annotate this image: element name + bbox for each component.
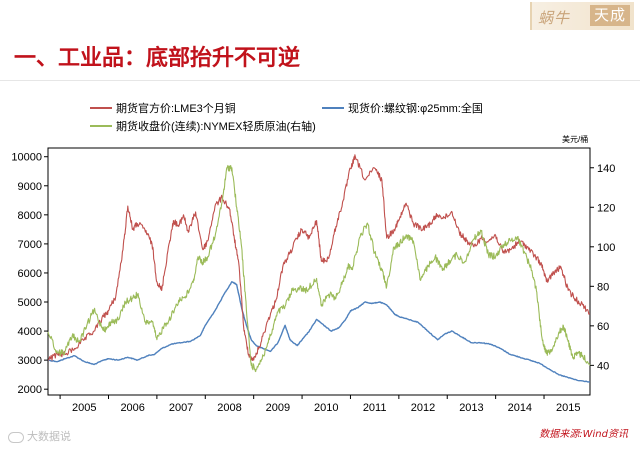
x-axis-tick-label: 2007 (169, 402, 193, 414)
brand-logo: 蜗牛 天成 (530, 2, 634, 30)
right-axis-tick-label: 120 (597, 202, 615, 214)
series-line-crude (47, 164, 591, 373)
left-axis-tick-label: 5000 (18, 297, 42, 309)
right-axis-unit: 美元/桶 (562, 134, 588, 144)
weibo-icon (8, 431, 24, 443)
logo-text: 蜗牛 (538, 9, 571, 27)
x-axis-tick-label: 2012 (411, 402, 435, 414)
left-axis-tick-label: 8000 (18, 210, 42, 222)
left-axis-tick-label: 9000 (18, 181, 42, 193)
x-axis-tick-label: 2010 (314, 402, 338, 414)
x-axis-tick-label: 2008 (217, 402, 241, 414)
legend-label-rebar: 现货价:螺纹钢:φ25mm:全国 (348, 101, 483, 115)
logo-brand: 天成 (590, 5, 631, 26)
x-axis-tick-label: 2013 (459, 402, 483, 414)
right-axis-tick-label: 100 (597, 242, 615, 254)
title-divider (0, 80, 640, 81)
x-axis-tick-label: 2006 (120, 402, 144, 414)
watermark-text: 大数据说 (27, 430, 71, 443)
watermark: 大数据说 (8, 428, 71, 444)
commodity-line-chart: 期货官方价:LME3个月铜 现货价:螺纹钢:φ25mm:全国期货收盘价(连续):N… (11, 101, 615, 414)
legend-label-copper: 期货官方价:LME3个月铜 (116, 101, 236, 115)
series-layer (47, 154, 591, 383)
x-axis-tick-label: 2005 (72, 402, 96, 414)
plot-area (47, 147, 591, 396)
series-line-rebar (47, 281, 591, 383)
chart-legend: 期货官方价:LME3个月铜 现货价:螺纹钢:φ25mm:全国期货收盘价(连续):N… (90, 101, 483, 133)
data-source: 数据来源:Wind资讯 (539, 429, 628, 440)
right-axis-tick-label: 80 (597, 281, 609, 293)
left-axis: 2000 3000 4000 5000 6000 7000 8000 9000 10000 (11, 152, 48, 396)
x-axis: 2005 2006 2007 2008 2009 2010 2011 2012 2013 2014… (59, 395, 580, 414)
left-axis-tick-label: 2000 (18, 384, 42, 396)
x-axis-tick-label: 2009 (266, 402, 290, 414)
left-axis-tick-label: 4000 (18, 326, 42, 338)
x-axis-tick-label: 2014 (508, 402, 532, 414)
series-line-copper (47, 154, 591, 361)
right-axis-tick-label: 60 (597, 321, 609, 333)
right-axis: 40 60 80 100 120 140 (590, 163, 615, 372)
left-axis-tick-label: 6000 (18, 268, 42, 280)
x-axis-tick-label: 2011 (363, 402, 387, 414)
left-axis-tick-label: 7000 (18, 239, 42, 251)
legend-label-crude: 期货收盘价(连续):NYMEX轻质原油(右轴) (116, 119, 316, 133)
x-axis-tick-label: 2015 (556, 402, 580, 414)
page-title: 一、工业品：底部抬升不可逆 (14, 46, 301, 71)
right-axis-tick-label: 40 (597, 360, 609, 372)
right-axis-tick-label: 140 (597, 163, 615, 175)
left-axis-tick-label: 3000 (18, 355, 42, 367)
left-axis-tick-label: 10000 (11, 152, 42, 164)
